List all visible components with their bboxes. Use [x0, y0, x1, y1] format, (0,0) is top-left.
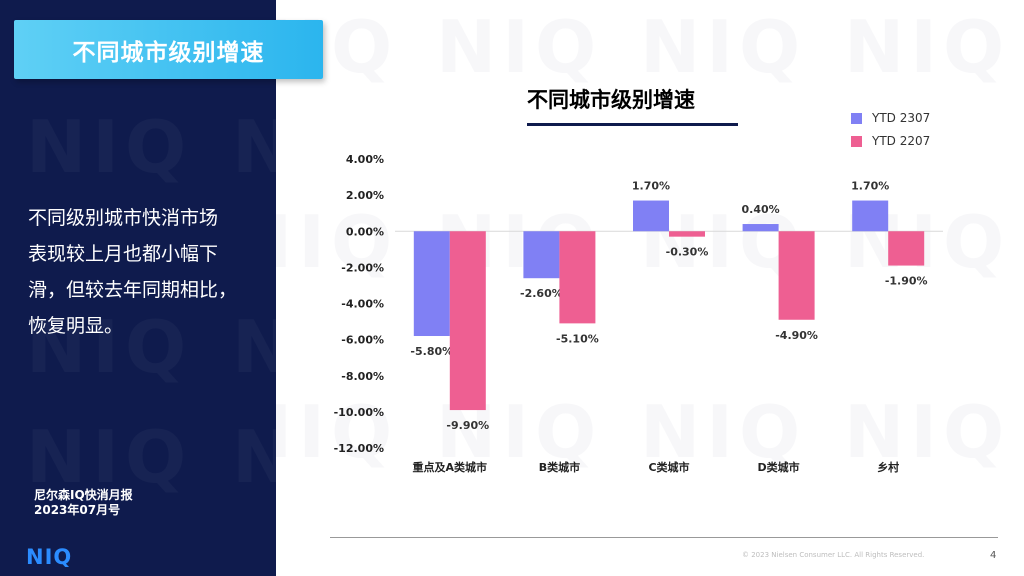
- legend-swatch: [851, 135, 862, 147]
- chart-title: 不同城市级别增速: [527, 88, 695, 112]
- chart-title-underline: [527, 123, 738, 126]
- bar-ytd-2307: [523, 231, 560, 279]
- y-tick-label: 4.00%: [346, 153, 384, 166]
- legend-item-ytd-2307: YTD 2307: [851, 111, 930, 125]
- data-label: -5.10%: [556, 332, 599, 345]
- legend-label: YTD 2207: [872, 134, 931, 148]
- bar-ytd-2307: [742, 224, 779, 232]
- legend-item-ytd-2207: YTD 2207: [851, 134, 930, 148]
- niq-logo: NIQ: [26, 545, 73, 569]
- data-label: -4.90%: [775, 329, 818, 342]
- bar-ytd-2207: [778, 231, 815, 320]
- bar-ytd-2207: [449, 231, 486, 411]
- bar-ytd-2207: [888, 231, 925, 266]
- data-label: 0.40%: [742, 203, 780, 216]
- header-title-box: 不同城市级别增速: [14, 20, 323, 79]
- data-label: -9.90%: [446, 419, 489, 432]
- report-name: 尼尔森IQ快消月报 2023年07月号: [34, 488, 133, 518]
- data-label: 1.70%: [851, 180, 889, 193]
- footer-divider: [330, 537, 998, 538]
- bar-ytd-2307: [413, 231, 450, 337]
- y-tick-label: -2.00%: [341, 261, 384, 274]
- data-label: -2.60%: [520, 287, 563, 300]
- copyright-text: © 2023 Nielsen Consumer LLC. All Rights …: [742, 551, 925, 559]
- summary-line: 表现较上月也都小幅下: [28, 243, 219, 265]
- header-title: 不同城市级别增速: [72, 39, 265, 66]
- x-category-label: 重点及A类城市: [413, 460, 488, 474]
- bar-ytd-2207: [559, 231, 596, 324]
- legend-label: YTD 2307: [872, 111, 931, 125]
- y-tick-label: 0.00%: [346, 225, 384, 238]
- y-tick-label: -6.00%: [341, 334, 384, 347]
- page-number: 4: [990, 550, 997, 561]
- report-name-line: 尼尔森IQ快消月报: [34, 488, 133, 502]
- summary-line: 恢复明显。: [28, 315, 124, 337]
- data-label: -1.90%: [885, 275, 928, 288]
- legend-swatch: [851, 112, 862, 124]
- data-label: -5.80%: [410, 345, 453, 358]
- summary-line: 不同级别城市快消市场: [28, 207, 219, 229]
- y-tick-label: -8.00%: [341, 370, 384, 383]
- left-panel: NIQ NIQ NIQ NIQ NIQ NIQ 不同级别城市快消市场 表现较上月…: [0, 0, 276, 576]
- x-category-label: B类城市: [539, 460, 580, 474]
- bar-ytd-2307: [852, 200, 889, 232]
- summary-line: 滑，但较去年同期相比，: [28, 279, 238, 301]
- bar-ytd-2207: [669, 231, 705, 237]
- y-tick-label: 2.00%: [346, 189, 384, 202]
- x-category-label: 乡村: [877, 460, 899, 474]
- y-tick-label: -12.00%: [334, 442, 384, 455]
- x-category-label: D类城市: [758, 460, 800, 474]
- summary-text: 不同级别城市快消市场 表现较上月也都小幅下 滑，但较去年同期相比， 恢复明显。: [28, 200, 250, 344]
- y-tick-label: -4.00%: [341, 298, 384, 311]
- x-category-label: C类城市: [648, 460, 689, 474]
- data-label: -0.30%: [666, 246, 709, 259]
- report-issue-line: 2023年07月号: [34, 503, 121, 517]
- bar-ytd-2307: [633, 200, 669, 232]
- data-label: 1.70%: [632, 180, 670, 193]
- y-tick-label: -10.00%: [334, 406, 384, 419]
